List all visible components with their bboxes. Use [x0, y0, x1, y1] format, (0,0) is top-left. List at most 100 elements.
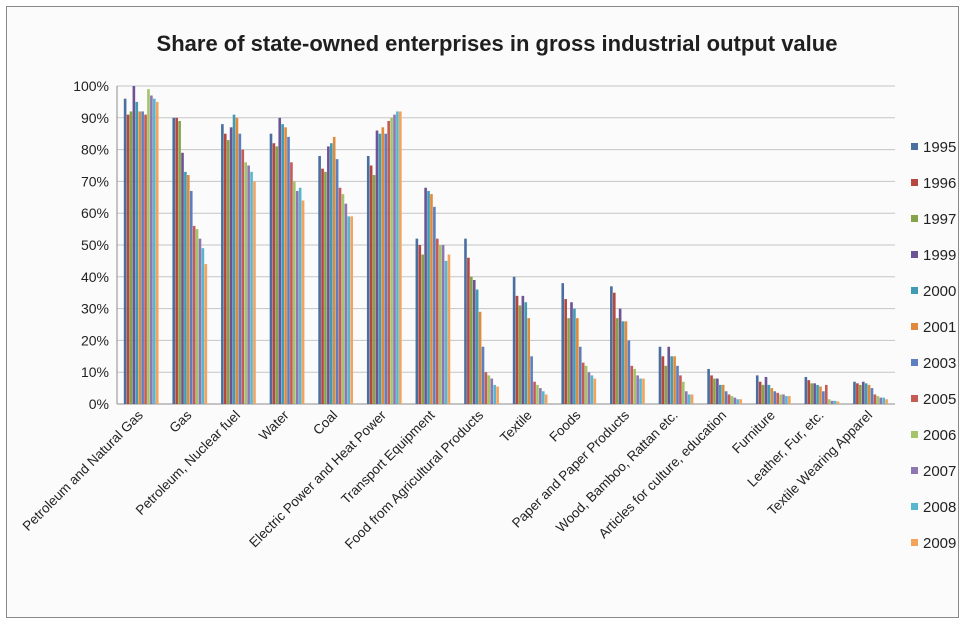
legend-swatch-2001 [911, 323, 918, 330]
bar-2003-5 [384, 133, 388, 404]
bar-2006-10 [633, 369, 637, 404]
bar-2006-0 [147, 89, 150, 405]
bar-1995-10 [610, 286, 613, 404]
bar-1999-14 [813, 383, 816, 404]
bar-2007-15 [879, 397, 883, 404]
bar-1999-10 [618, 308, 622, 404]
bar-2006-1 [195, 229, 199, 404]
bar-2003-13 [773, 391, 777, 404]
bar-2006-13 [779, 394, 782, 404]
legend-label-1996: 1996 [923, 175, 956, 192]
bar-2001-2 [235, 117, 239, 405]
bar-2009-0 [155, 101, 159, 405]
bar-1995-12 [707, 369, 710, 404]
legend-swatch-2005 [911, 395, 918, 402]
bar-2009-7 [496, 386, 499, 404]
bar-2001-10 [624, 321, 628, 404]
bar-2005-3 [290, 162, 293, 404]
bar-2003-12 [724, 391, 728, 404]
bar-2006-7 [487, 375, 491, 404]
bar-1995-1 [172, 117, 176, 405]
bar-1999-1 [181, 152, 184, 404]
legend-swatch-1995 [911, 143, 918, 150]
bar-1995-2 [221, 124, 224, 404]
bar-2009-12 [739, 399, 743, 404]
bar-2008-11 [687, 394, 691, 404]
bar-1996-11 [661, 356, 665, 404]
bar-2007-11 [684, 391, 688, 404]
legend-swatch-2008 [911, 503, 918, 510]
y-tick-label: 0% [89, 396, 109, 412]
bar-1996-0 [126, 114, 130, 405]
bar-2005-4 [338, 187, 342, 404]
bar-2008-6 [444, 260, 448, 404]
bar-1996-4 [321, 168, 324, 404]
bar-2006-4 [341, 194, 345, 404]
legend-swatch-1999 [911, 251, 918, 258]
bar-2008-2 [250, 171, 253, 404]
legend: 1995 1996 1997 1999 2000 2001 2003 2005 2006 2007… [911, 139, 956, 552]
bar-1999-0 [132, 86, 136, 404]
bar-1996-10 [612, 292, 616, 404]
bar-2005-2 [241, 149, 245, 404]
chart-title: Share of state-owned enterprises in gros… [157, 31, 838, 56]
category-label: Furniture [729, 408, 778, 457]
bar-2001-14 [819, 386, 822, 404]
bar-2005-9 [581, 362, 585, 404]
bar-2005-11 [679, 375, 682, 404]
bar-2008-4 [347, 216, 351, 404]
bar-2005-8 [533, 381, 536, 404]
bar-1995-4 [318, 155, 321, 404]
bar-2003-7 [481, 346, 485, 404]
legend-label-2007: 2007 [923, 463, 956, 480]
bar-2005-13 [776, 392, 779, 404]
bar-1997-2 [226, 140, 230, 404]
bar-2009-11 [690, 394, 694, 404]
bar-1999-12 [716, 378, 719, 404]
legend-label-2005: 2005 [923, 391, 956, 408]
bar-2008-10 [639, 378, 642, 404]
bar-2003-15 [870, 388, 874, 404]
bar-2003-1 [189, 190, 193, 404]
bar-2000-9 [573, 308, 576, 404]
bar-2008-8 [541, 391, 545, 404]
bar-1999-11 [667, 346, 671, 404]
bar-1995-5 [366, 155, 370, 404]
bar-2001-13 [770, 388, 774, 404]
bar-2001-1 [187, 175, 190, 404]
bar-2005-6 [435, 238, 439, 404]
bar-1997-4 [324, 171, 327, 404]
bar-1996-12 [710, 375, 713, 404]
bar-2009-4 [350, 216, 354, 404]
bar-2008-1 [201, 248, 205, 404]
legend-label-2003: 2003 [923, 355, 956, 372]
bar-2001-12 [721, 384, 725, 404]
bar-2009-2 [253, 181, 256, 404]
y-tick-label: 10% [81, 364, 109, 380]
bar-1996-1 [175, 117, 178, 405]
bar-2009-1 [204, 264, 208, 404]
bar-1999-7 [472, 279, 476, 404]
legend-swatch-2009 [911, 539, 918, 546]
bar-1999-9 [570, 302, 573, 404]
bar-1997-0 [129, 111, 133, 404]
bar-chart: Share of state-owned enterprises in gros… [20, 31, 957, 552]
bar-2003-3 [287, 136, 290, 404]
bar-2007-1 [198, 238, 202, 404]
y-tick-label: 30% [81, 301, 109, 317]
bar-2005-7 [484, 372, 488, 404]
bar-2006-15 [876, 396, 880, 404]
bar-1995-15 [853, 381, 856, 404]
bar-2006-8 [536, 384, 539, 404]
y-tick-label: 100% [73, 78, 109, 94]
legend-swatch-2000 [911, 287, 918, 294]
bar-1999-4 [327, 146, 330, 405]
bar-1997-8 [518, 305, 522, 404]
bar-2000-12 [718, 384, 722, 404]
bar-1997-1 [178, 120, 181, 404]
bar-2007-14 [830, 400, 834, 404]
bar-1996-9 [564, 299, 567, 404]
bar-2003-14 [822, 391, 825, 404]
y-tick-label: 20% [81, 332, 109, 348]
